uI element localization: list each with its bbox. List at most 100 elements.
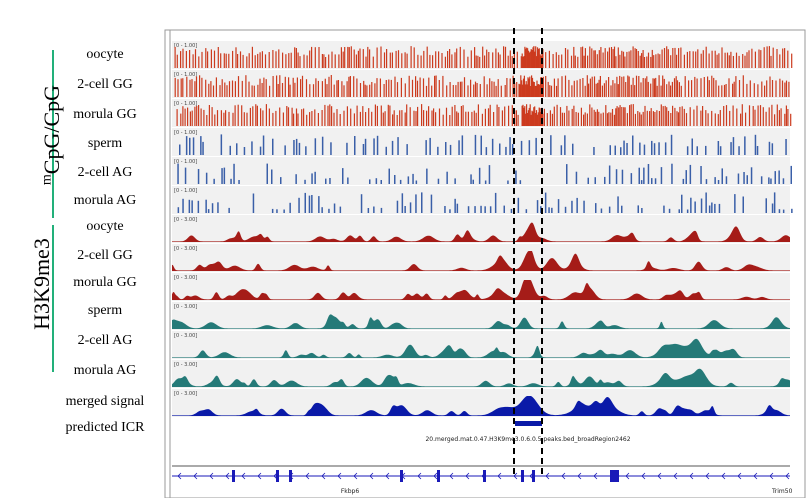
methylation-bar [705, 192, 707, 213]
methylation-bar [234, 105, 236, 126]
methylation-bar [203, 109, 205, 126]
methylation-bar [516, 82, 518, 97]
methylation-bar [533, 82, 535, 97]
methylation-bar [189, 50, 191, 68]
methylation-bar [674, 107, 676, 126]
methylation-bar [630, 173, 633, 184]
methylation-bar [676, 80, 679, 97]
methylation-bar [593, 50, 595, 68]
methylation-bar [291, 107, 293, 126]
methylation-bar [364, 84, 366, 97]
gene-name-left: Fkbp6 [341, 488, 360, 495]
methylation-bar [550, 135, 552, 155]
methylation-bar [297, 113, 299, 126]
methylation-bar [347, 46, 349, 68]
methylation-bar [296, 77, 298, 97]
methylation-bar [604, 48, 606, 68]
track-scale: [0 - 3.00] [174, 391, 197, 397]
methylation-bar [480, 205, 482, 213]
gene-strand-arrow [385, 472, 390, 480]
methylation-bar [507, 55, 509, 68]
methylation-bar [495, 48, 497, 68]
methylation-bar [683, 108, 685, 126]
methylation-bar [253, 85, 255, 97]
methylation-bar [401, 193, 404, 213]
methylation-bar [781, 80, 784, 97]
methylation-bar [289, 202, 291, 213]
gene-strand-arrow [257, 472, 262, 480]
methylation-bar [311, 111, 313, 126]
methylation-bar [705, 179, 708, 184]
methylation-bar [785, 139, 787, 155]
methylation-bar [488, 52, 490, 68]
methylation-bar [524, 106, 526, 126]
methylation-bar [298, 197, 300, 213]
methylation-bar [746, 83, 748, 97]
methylation-bar [260, 108, 262, 126]
methylation-bar [314, 109, 316, 126]
methylation-bar [479, 84, 481, 97]
methylation-bar [467, 56, 469, 68]
methylation-bar [272, 138, 274, 155]
methylation-bar [741, 104, 743, 126]
track-background [172, 302, 790, 330]
methylation-bar [718, 53, 720, 68]
methylation-bar [412, 173, 414, 184]
methylation-bar [432, 55, 434, 68]
methylation-bar [374, 83, 376, 97]
methylation-bar [498, 107, 500, 126]
methylation-bar [486, 84, 488, 97]
methylation-bar [611, 109, 614, 126]
methylation-bar [535, 86, 537, 97]
methylation-bar [454, 52, 456, 68]
methylation-bar [333, 112, 335, 126]
methylation-bar [537, 84, 539, 97]
methylation-bar [226, 85, 228, 97]
methylation-bar [216, 110, 219, 126]
methylation-bar [512, 75, 514, 97]
methylation-bar [508, 105, 510, 126]
methylation-bar [497, 79, 499, 97]
methylation-superscript: m [39, 174, 55, 186]
methylation-bar [255, 104, 257, 126]
methylation-bar [461, 135, 464, 155]
methylation-bar [474, 47, 476, 68]
methylation-bar [294, 82, 296, 97]
methylation-bar [638, 167, 640, 184]
methylation-bar [627, 75, 629, 97]
methylation-bar [357, 50, 359, 68]
methylation-bar [456, 203, 459, 213]
methylation-bar [736, 108, 738, 126]
methylation-bar [529, 76, 531, 97]
methylation-bar [362, 106, 364, 126]
methylation-bar [630, 50, 632, 68]
methylation-bar [532, 111, 534, 126]
methylation-bar [456, 111, 458, 126]
methylation-bar [243, 147, 246, 155]
methylation-bar [228, 81, 231, 97]
methylation-bar [769, 76, 771, 97]
methylation-bar [388, 79, 390, 97]
methylation-bar [519, 180, 522, 184]
methylation-bar [675, 76, 677, 97]
methylation-bar [533, 107, 535, 126]
methylation-bar [311, 46, 313, 68]
methylation-bar [211, 107, 213, 126]
methylation-bar [230, 178, 232, 184]
methylation-bar [254, 55, 256, 68]
gene-strand-arrow [545, 472, 550, 480]
methylation-bar [237, 76, 240, 97]
methylation-bar [608, 47, 610, 68]
methylation-bar [284, 145, 286, 155]
methylation-bar [670, 55, 672, 68]
methylation-bar [425, 140, 427, 155]
methylation-bar [632, 135, 634, 155]
methylation-bar [373, 206, 375, 213]
methylation-bar [644, 78, 646, 97]
methylation-bar [666, 46, 668, 68]
methylation-bar [571, 108, 573, 126]
methylation-bar [593, 147, 595, 155]
methylation-bar [196, 106, 198, 126]
methylation-bar [217, 47, 219, 68]
